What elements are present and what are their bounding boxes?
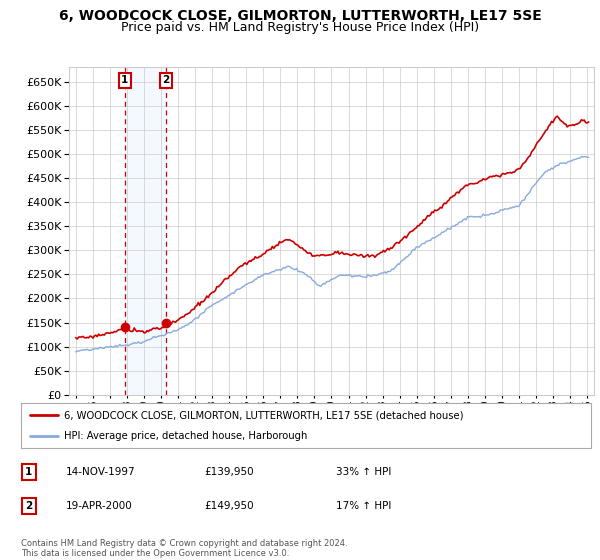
Text: HPI: Average price, detached house, Harborough: HPI: Average price, detached house, Harb… (64, 431, 307, 441)
Text: Contains HM Land Registry data © Crown copyright and database right 2024.
This d: Contains HM Land Registry data © Crown c… (21, 539, 347, 558)
Text: 2: 2 (163, 76, 170, 85)
Text: 1: 1 (121, 76, 128, 85)
Text: 1: 1 (25, 467, 32, 477)
Text: 2: 2 (25, 501, 32, 511)
Text: 14-NOV-1997: 14-NOV-1997 (66, 467, 136, 477)
Text: £139,950: £139,950 (204, 467, 254, 477)
Text: £149,950: £149,950 (204, 501, 254, 511)
Text: 19-APR-2000: 19-APR-2000 (66, 501, 133, 511)
Text: Price paid vs. HM Land Registry's House Price Index (HPI): Price paid vs. HM Land Registry's House … (121, 21, 479, 34)
Text: 6, WOODCOCK CLOSE, GILMORTON, LUTTERWORTH, LE17 5SE: 6, WOODCOCK CLOSE, GILMORTON, LUTTERWORT… (59, 9, 541, 23)
Text: 33% ↑ HPI: 33% ↑ HPI (336, 467, 391, 477)
Text: 6, WOODCOCK CLOSE, GILMORTON, LUTTERWORTH, LE17 5SE (detached house): 6, WOODCOCK CLOSE, GILMORTON, LUTTERWORT… (64, 410, 463, 421)
Text: 17% ↑ HPI: 17% ↑ HPI (336, 501, 391, 511)
Bar (125, 67, 166, 395)
